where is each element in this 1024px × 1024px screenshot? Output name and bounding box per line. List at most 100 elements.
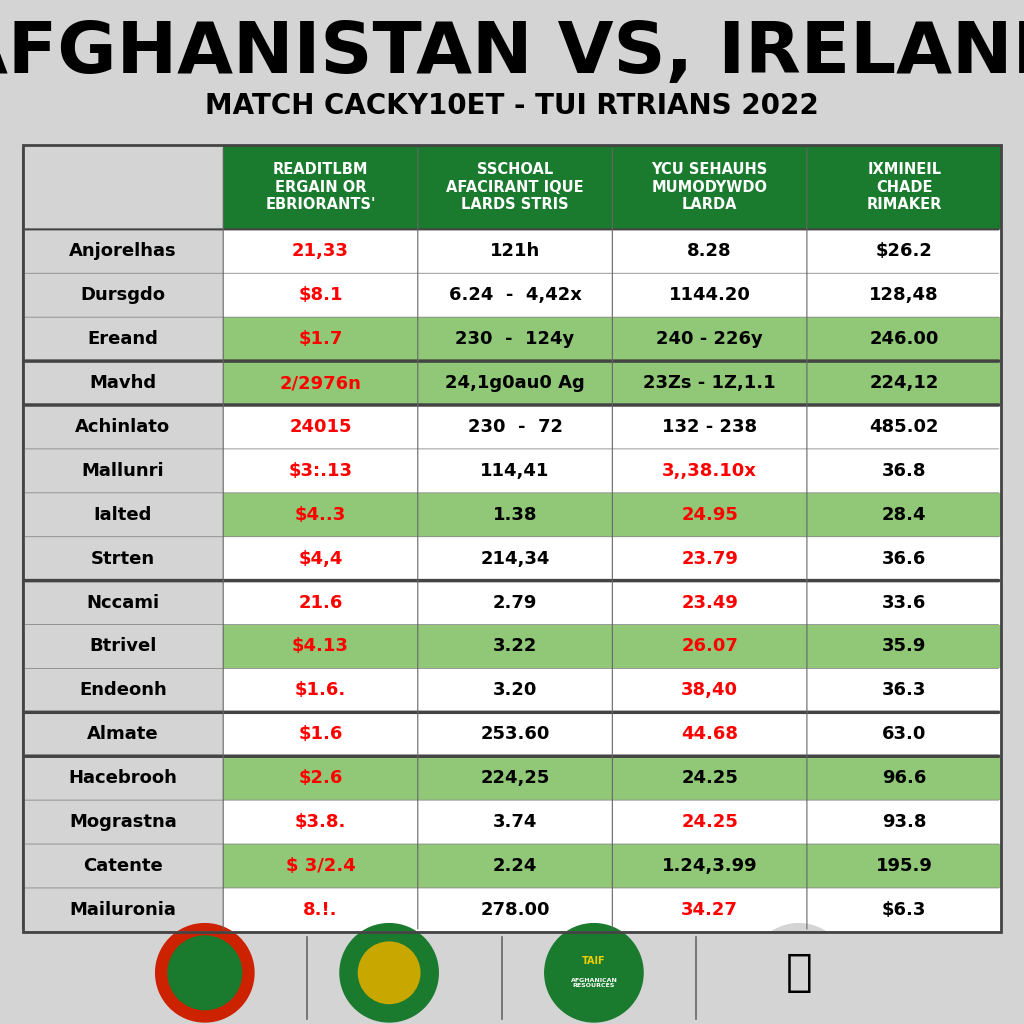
Bar [612, 844, 807, 888]
Text: 44.68: 44.68 [681, 725, 738, 743]
Text: 🌴: 🌴 [785, 951, 812, 994]
Bar [223, 449, 418, 493]
Bar [418, 537, 612, 581]
Bar [418, 145, 612, 229]
Bar [23, 844, 223, 888]
Text: 63.0: 63.0 [882, 725, 927, 743]
Bar [23, 581, 223, 625]
Bar [612, 317, 807, 361]
Text: $26.2: $26.2 [876, 243, 933, 260]
Bar [807, 273, 1001, 317]
Text: 21.6: 21.6 [298, 594, 343, 611]
Text: 278.00: 278.00 [480, 901, 550, 919]
Bar [23, 537, 223, 581]
Bar [612, 145, 807, 229]
Bar [612, 361, 807, 404]
Text: 1.24,3.99: 1.24,3.99 [662, 857, 758, 874]
Text: $8.1: $8.1 [298, 287, 343, 304]
Text: 23.49: 23.49 [681, 594, 738, 611]
Bar [612, 273, 807, 317]
Bar [612, 625, 807, 669]
Text: $ 3/2.4: $ 3/2.4 [286, 857, 355, 874]
Text: Dursgdo: Dursgdo [80, 287, 165, 304]
Bar [23, 756, 223, 800]
Bar [23, 625, 223, 669]
Bar [418, 625, 612, 669]
Bar [612, 449, 807, 493]
Text: Catente: Catente [83, 857, 163, 874]
Bar [23, 800, 223, 844]
Bar [23, 713, 223, 756]
Bar [418, 713, 612, 756]
Bar [418, 669, 612, 713]
Text: 38,40: 38,40 [681, 681, 738, 699]
Text: $1.6: $1.6 [298, 725, 343, 743]
Bar [23, 145, 223, 229]
Text: 2/2976n: 2/2976n [280, 374, 361, 392]
Text: 114,41: 114,41 [480, 462, 550, 480]
Bar [418, 756, 612, 800]
Bar [807, 888, 1001, 932]
Bar [418, 229, 612, 273]
Text: 2.24: 2.24 [493, 857, 538, 874]
Text: Mallunri: Mallunri [82, 462, 164, 480]
Circle shape [358, 942, 420, 1004]
Bar [612, 669, 807, 713]
Bar [612, 888, 807, 932]
Text: AFGHANISTAN VS, IRELAND: AFGHANISTAN VS, IRELAND [0, 18, 1024, 88]
Text: TAIF: TAIF [582, 955, 606, 966]
Bar [23, 888, 223, 932]
Text: Ialted: Ialted [93, 506, 152, 523]
Text: 224,12: 224,12 [869, 374, 939, 392]
Text: 224,25: 224,25 [480, 769, 550, 787]
Text: 230  -  72: 230 - 72 [468, 418, 562, 436]
Text: 24015: 24015 [289, 418, 352, 436]
Text: Endeonh: Endeonh [79, 681, 167, 699]
Text: 93.8: 93.8 [882, 813, 927, 831]
Text: AFGHANICAN
RESOURCES: AFGHANICAN RESOURCES [570, 978, 617, 988]
Text: Mailuronia: Mailuronia [70, 901, 176, 919]
Bar [807, 449, 1001, 493]
Bar [23, 229, 223, 273]
Bar [223, 756, 418, 800]
Bar [418, 493, 612, 537]
Bar [612, 537, 807, 581]
Text: Achinlato: Achinlato [76, 418, 170, 436]
Text: 240 - 226y: 240 - 226y [656, 330, 763, 348]
Text: 1144.20: 1144.20 [669, 287, 751, 304]
Text: 24,1g0au0 Ag: 24,1g0au0 Ag [445, 374, 585, 392]
Text: 36.8: 36.8 [882, 462, 927, 480]
Bar [223, 713, 418, 756]
Text: 3,,38.10x: 3,,38.10x [663, 462, 757, 480]
Text: $1.7: $1.7 [298, 330, 343, 348]
Text: 128,48: 128,48 [869, 287, 939, 304]
Bar [418, 449, 612, 493]
Text: 246.00: 246.00 [869, 330, 939, 348]
Text: 230  -  124y: 230 - 124y [456, 330, 574, 348]
Text: $4.13: $4.13 [292, 638, 349, 655]
Text: 23Zs - 1Z,1.1: 23Zs - 1Z,1.1 [643, 374, 776, 392]
Bar [23, 361, 223, 404]
Circle shape [750, 924, 848, 1022]
Bar [418, 317, 612, 361]
Text: SSCHOAL
AFACIRANT IQUE
LARDS STRIS: SSCHOAL AFACIRANT IQUE LARDS STRIS [446, 163, 584, 212]
Bar [612, 404, 807, 449]
Text: 36.3: 36.3 [882, 681, 927, 699]
Bar [223, 404, 418, 449]
Bar [23, 493, 223, 537]
Text: $3:.13: $3:.13 [289, 462, 352, 480]
Bar [223, 844, 418, 888]
Circle shape [340, 924, 438, 1022]
Bar [807, 361, 1001, 404]
Text: 214,34: 214,34 [480, 550, 550, 567]
Bar [807, 669, 1001, 713]
Text: Almate: Almate [87, 725, 159, 743]
Bar [223, 361, 418, 404]
Text: 1.38: 1.38 [493, 506, 538, 523]
Text: 3.20: 3.20 [493, 681, 538, 699]
Text: Ereand: Ereand [87, 330, 159, 348]
Bar [223, 537, 418, 581]
Bar [807, 537, 1001, 581]
Text: 121h: 121h [489, 243, 541, 260]
Bar [223, 273, 418, 317]
